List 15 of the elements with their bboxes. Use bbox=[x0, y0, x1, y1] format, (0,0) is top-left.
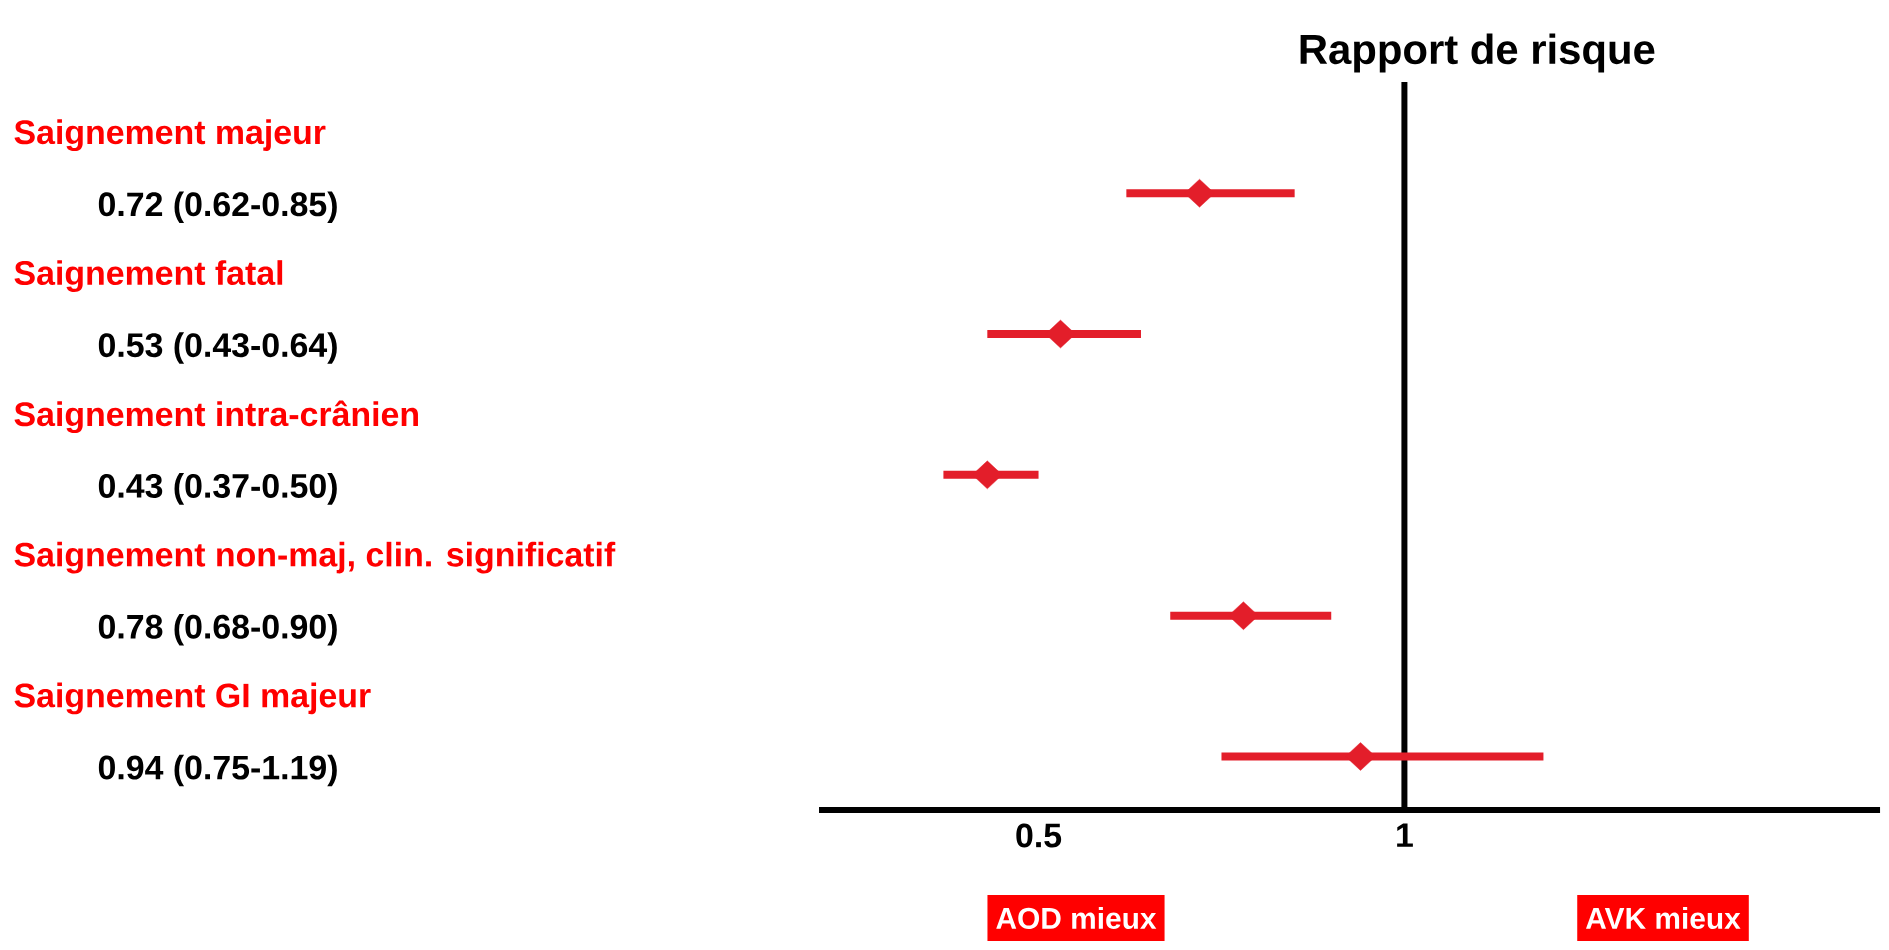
y-tick-label: Saignement non-maj, clin. significatif bbox=[14, 541, 616, 574]
data-label: 0.53 (0.43-0.64) bbox=[98, 332, 337, 364]
y-tick-label: Saignement GI majeur bbox=[14, 682, 371, 715]
y-tick-label: Saignement fatal bbox=[14, 260, 283, 292]
chart-title: Rapport de risque bbox=[1300, 33, 1655, 73]
x-tick-label: 0.5 bbox=[1016, 823, 1062, 848]
data-label: 0.94 (0.75-1.19) bbox=[98, 754, 337, 787]
data-label: 0.72 (0.62-0.85) bbox=[98, 191, 337, 224]
text: AOD mieux bbox=[996, 907, 1157, 929]
y-tick-label: Saignement intra-crânien bbox=[14, 400, 418, 434]
text: AVK mieux bbox=[1585, 907, 1741, 929]
data-label: 0.78 (0.68-0.90) bbox=[98, 613, 337, 646]
x-tick-label: 1 bbox=[1397, 823, 1413, 847]
data-label: 0.43 (0.37-0.50) bbox=[98, 473, 337, 505]
y-tick-label: Saignement majeur bbox=[14, 119, 326, 152]
